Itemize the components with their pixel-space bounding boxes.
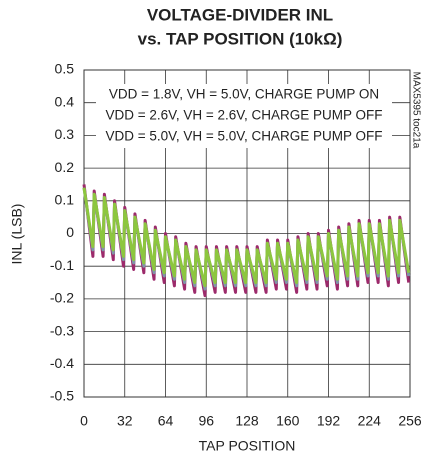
- x-tick-label: 32: [117, 413, 133, 429]
- x-tick-label: 64: [158, 413, 174, 429]
- legend-entry: VDD = 1.8V, VH = 5.0V, CHARGE PUMP ON: [109, 87, 379, 102]
- legend-entry: VDD = 2.6V, VH = 2.6V, CHARGE PUMP OFF: [105, 108, 382, 123]
- y-tick-label: 0.1: [55, 192, 75, 208]
- y-tick-label: 0: [66, 224, 74, 240]
- chart-title: vs. TAP POSITION (10kΩ): [138, 29, 343, 48]
- y-tick-label: 0.3: [55, 126, 75, 142]
- chart-title: VOLTAGE-DIVIDER INL: [147, 5, 333, 24]
- y-tick-label: 0.4: [55, 93, 75, 109]
- legend-box: [96, 84, 392, 148]
- legend-entry: VDD = 5.0V, VH = 5.0V, CHARGE PUMP OFF: [105, 129, 382, 144]
- x-tick-label: 160: [276, 413, 300, 429]
- y-tick-label: -0.4: [50, 355, 74, 371]
- y-axis-label: INL (LSB): [9, 204, 25, 265]
- x-tick-label: 128: [235, 413, 259, 429]
- y-tick-label: -0.5: [50, 388, 74, 404]
- x-tick-label: 96: [198, 413, 214, 429]
- x-tick-label: 192: [317, 413, 341, 429]
- plot-frame: [83, 69, 411, 398]
- y-tick-label: 0.2: [55, 159, 75, 175]
- y-tick-label: -0.2: [50, 290, 74, 306]
- x-axis-label: TAP POSITION: [199, 438, 296, 454]
- series-line: [82, 187, 411, 288]
- figure-id: MAX5395 toc21a: [410, 72, 421, 149]
- x-tick-label: 256: [398, 413, 422, 429]
- y-tick-label: -0.1: [50, 257, 74, 273]
- x-tick-label: 224: [358, 413, 382, 429]
- x-tick-label: 0: [80, 413, 88, 429]
- y-tick-label: -0.3: [50, 322, 74, 338]
- y-tick-label: 0.5: [55, 61, 75, 77]
